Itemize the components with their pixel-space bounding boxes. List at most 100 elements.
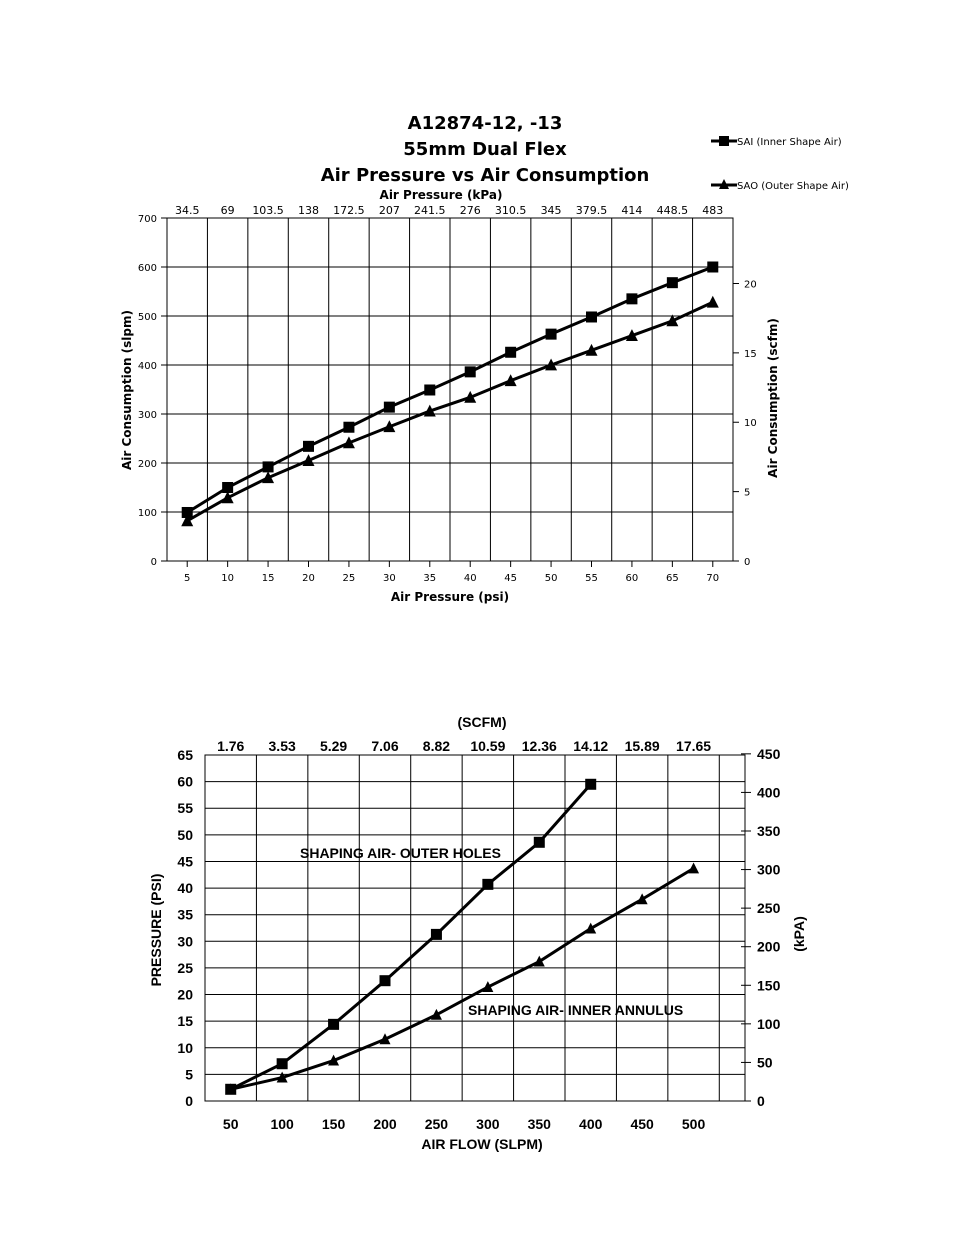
chart2-outer-holes-square-marker (276, 1058, 288, 1070)
chart2-x-tick-label: 50 (223, 1116, 239, 1132)
chart2-top-tick-label: 1.76 (217, 738, 244, 754)
chart1-sao-triangle-marker (585, 343, 598, 356)
chart1-sao-triangle-marker (666, 314, 679, 327)
chart2-inner-annulus-triangle-marker (430, 1008, 442, 1020)
chart1-top-tick-label: 138 (298, 204, 319, 217)
chart2-inner-annulus-triangle-marker (533, 955, 545, 967)
chart2-y-tick-label: 65 (177, 747, 193, 763)
chart2-x-tick-label: 350 (528, 1116, 552, 1132)
chart1-top-axis-label: Air Pressure (kPa) (380, 188, 503, 202)
chart1-y2-axis-label: Air Consumption (scfm) (766, 318, 780, 478)
chart2-inner-annulus-triangle-marker (688, 862, 700, 874)
chart2-y-tick-label: 25 (177, 960, 193, 976)
chart2-outer-holes-square-marker (482, 878, 494, 890)
chart1-x-tick-label: 15 (262, 573, 275, 584)
chart1-sai-square-marker (303, 440, 314, 452)
chart1-grid (167, 217, 733, 562)
chart1-y-tick-label: 700 (138, 214, 157, 225)
chart1-top-tick-label: 448.5 (657, 204, 689, 217)
chart1-sao-triangle-marker (464, 390, 477, 403)
chart1-sai-square-marker (383, 401, 395, 413)
chart1-top-tick-label: 379.5 (576, 204, 608, 217)
chart2-y2-tick-label: 400 (757, 784, 781, 800)
chart2-outer-holes-square-marker (379, 975, 391, 987)
chart2-inner-annulus-triangle-marker (585, 922, 597, 934)
chart2-inner-annulus-triangle-marker (225, 1083, 237, 1095)
chart1-y2-tick-label: 10 (744, 418, 757, 429)
chart1-sai-square-marker (666, 277, 678, 289)
chart2-x-tick-label: 500 (682, 1116, 706, 1132)
chart1-x-tick-label: 35 (423, 573, 436, 584)
chart2-outer-holes-square-marker (533, 836, 545, 848)
chart1-x-tick-label: 30 (383, 573, 396, 584)
chart2-top-tick-label: 10.59 (470, 738, 505, 754)
chart1-x-axis-label: Air Pressure (psi) (391, 590, 509, 604)
chart1-sai-square-marker (424, 384, 436, 396)
chart2-y-tick-label: 60 (177, 774, 193, 790)
chart1-x-tick-label: 20 (302, 573, 315, 584)
chart1-sao-triangle-marker (423, 404, 436, 417)
legend-sao-label: SAO (Outer Shape Air) (737, 181, 849, 192)
chart1-title-line3: Air Pressure vs Air Consumption (321, 165, 650, 186)
chart2-y-tick-label: 5 (185, 1066, 193, 1082)
chart1-x-tick-label: 40 (464, 573, 477, 584)
chart1-y-tick-label: 100 (138, 508, 157, 519)
chart1-y-tick-label: 0 (151, 557, 157, 568)
chart2-y-tick-label: 10 (177, 1040, 193, 1056)
chart2-top-tick-label: 5.29 (320, 738, 347, 754)
chart1-top-ticks: 34.5 69 103.5 138 172.5 207 241.5 276 310.5 345 37… (175, 204, 723, 217)
chart2-x-tick-label: 250 (425, 1116, 449, 1132)
chart2-series (225, 778, 700, 1095)
chart2-y-axis-label: PRESSURE (PSI) (148, 874, 164, 987)
chart2-x-tick-label: 100 (270, 1116, 294, 1132)
chart1-top-tick-label: 276 (460, 204, 481, 217)
chart1-sai-square-marker (545, 328, 557, 340)
chart1-top-tick-label: 172.5 (333, 204, 365, 217)
chart2-y-tick-label: 15 (177, 1013, 193, 1029)
chart2-top-ticks: 1.76 3.53 5.29 7.06 8.82 10.59 12.36 14.12 15.89… (217, 738, 711, 754)
chart1-sao-triangle-marker (625, 329, 638, 341)
chart2-x-tick-label: 400 (579, 1116, 603, 1132)
chart2-inner-annulus-triangle-marker (636, 893, 648, 905)
chart2-x-tick-label: 200 (373, 1116, 397, 1132)
chart2-y2-tick-label: 0 (757, 1093, 765, 1109)
chart1-y-tick-label: 200 (138, 459, 157, 470)
chart1-x-tick-label: 70 (706, 573, 719, 584)
chart1-title-line2: 55mm Dual Flex (403, 139, 567, 160)
chart1-legend: SAI (Inner Shape Air) SAO (Outer Shape A… (711, 136, 849, 192)
chart2-label-inner-annulus: SHAPING AIR- INNER ANNULUS (468, 1002, 683, 1018)
chart1-x-ticks: 5 10 15 20 25 30 35 40 45 50 55 60 65 70 (184, 561, 719, 584)
chart1-x-tick-label: 5 (184, 573, 190, 584)
chart2-outer-holes-square-marker (585, 778, 597, 790)
chart2-y2-tick-label: 200 (757, 939, 781, 955)
chart1-y-ticks: 0 100 200 300 400 500 600 700 (138, 214, 167, 568)
chart1-top-tick-label: 414 (621, 204, 642, 217)
chart2-top-tick-label: 8.82 (423, 738, 450, 754)
chart2-plot-area (204, 754, 746, 1102)
chart1-top-tick-label: 103.5 (252, 204, 284, 217)
chart1-x-tick-label: 60 (626, 573, 639, 584)
chart1-top-tick-label: 34.5 (175, 204, 200, 217)
chart2-top-tick-label: 15.89 (625, 738, 660, 754)
chart1-top-tick-label: 310.5 (495, 204, 527, 217)
chart2-y2-tick-label: 450 (757, 746, 781, 762)
chart2-x-tick-label: 300 (476, 1116, 500, 1132)
chart1-sao-triangle-marker (504, 374, 517, 387)
chart1-sai-square-marker (505, 346, 517, 358)
chart2-top-tick-label: 12.36 (522, 738, 557, 754)
chart2-inner-annulus-triangle-marker (276, 1071, 288, 1083)
chart1-plot-area (166, 217, 734, 562)
chart2-inner-annulus-triangle-marker (379, 1033, 391, 1045)
chart1-sao-triangle-marker (221, 491, 234, 504)
chart1-sai-square-marker (181, 506, 193, 518)
chart1-x-tick-label: 50 (545, 573, 558, 584)
chart2-series-line-inner-annulus (230, 867, 695, 1091)
chart2-y2-tick-label: 350 (757, 823, 781, 839)
chart2-y-ticks: 0 5 10 15 20 25 30 35 40 45 50 55 60 65 (177, 747, 193, 1109)
chart2-inner-annulus-triangle-marker (328, 1054, 340, 1066)
chart2-inner-annulus-triangle-marker (482, 981, 494, 993)
chart2-y2-tick-label: 50 (757, 1054, 773, 1070)
chart2-label-outer-holes: SHAPING AIR- OUTER HOLES (300, 845, 501, 861)
chart2-y-tick-label: 55 (177, 800, 193, 816)
chart1-top-tick-label: 241.5 (414, 204, 446, 217)
